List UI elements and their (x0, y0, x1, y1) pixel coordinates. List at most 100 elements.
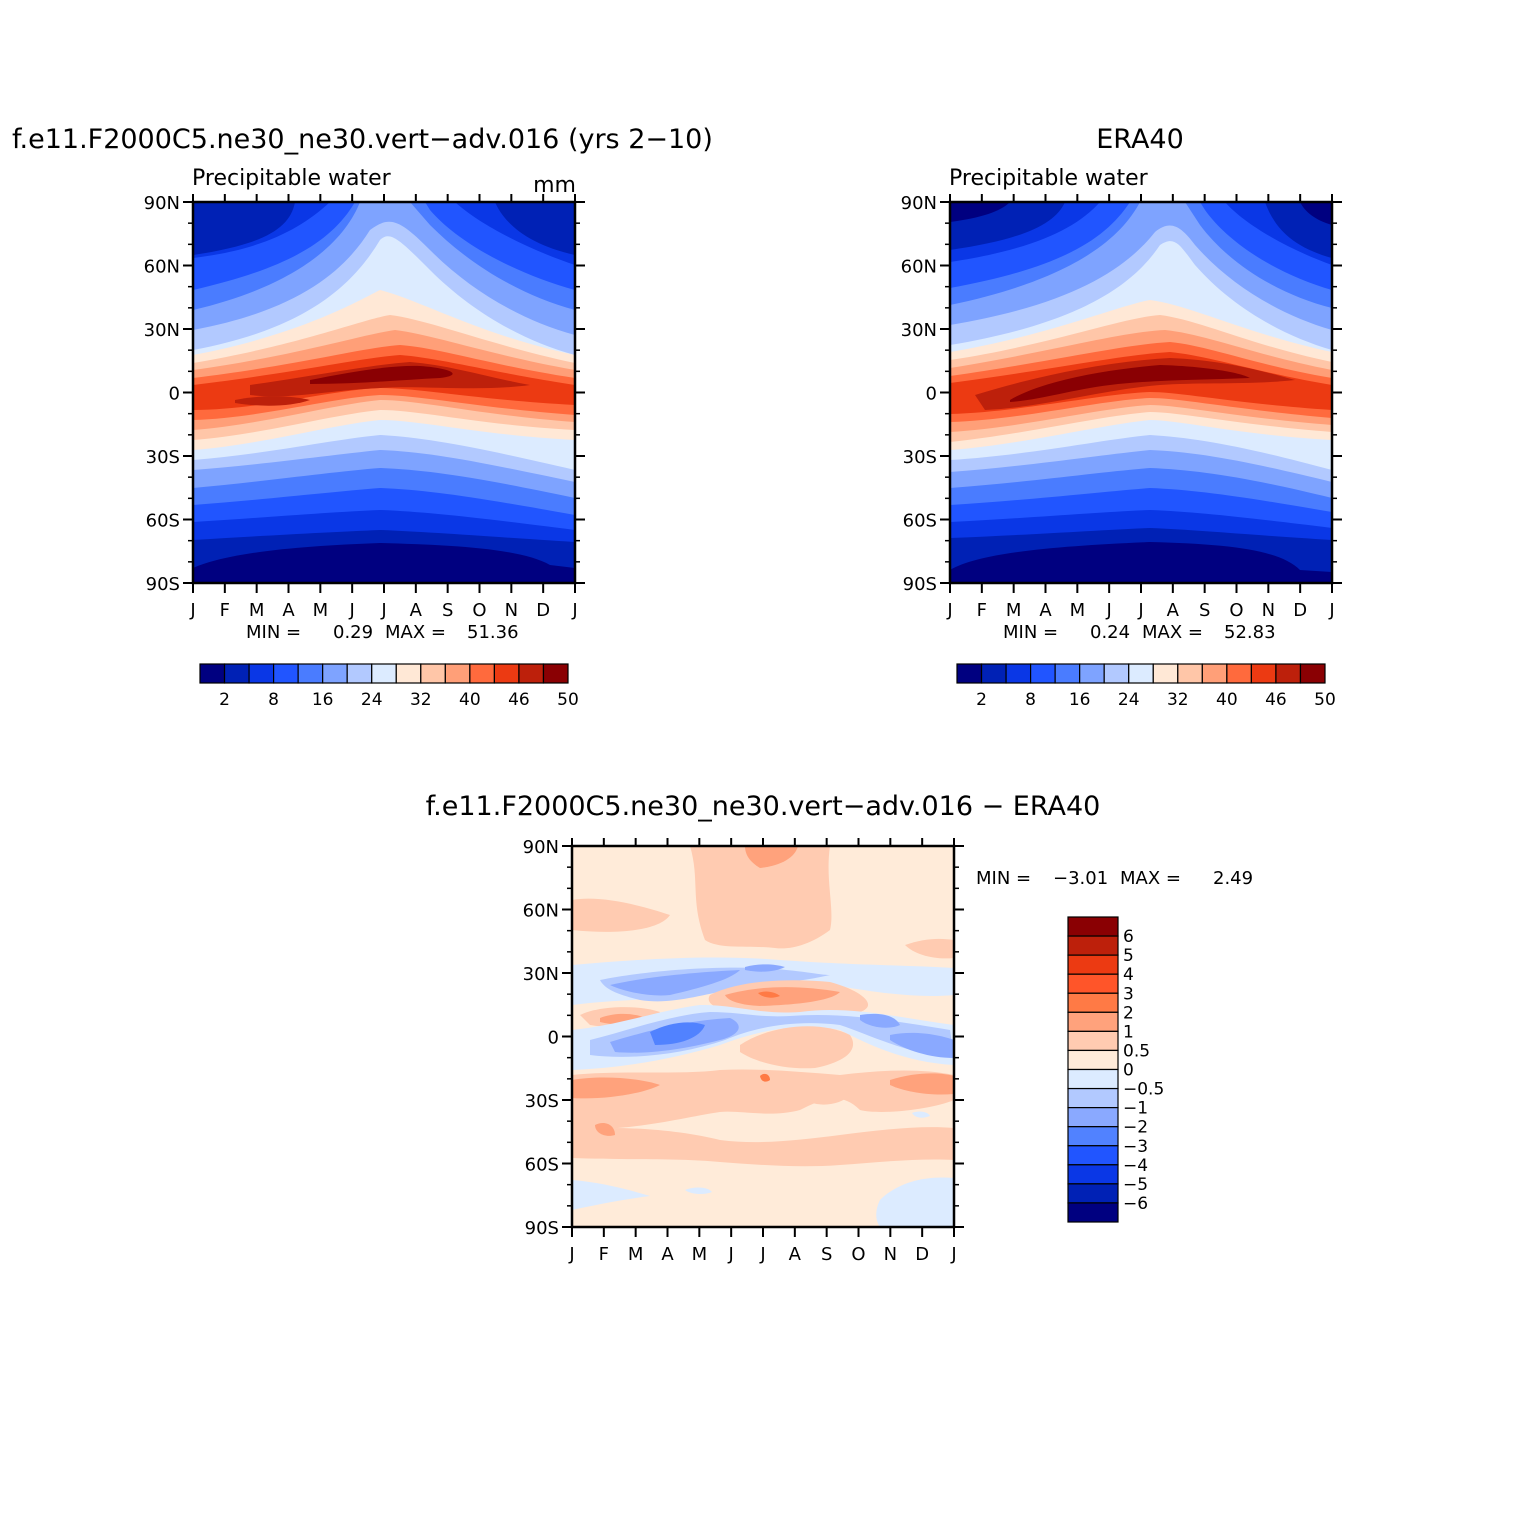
x-tick-label: O (472, 600, 486, 621)
colorbar-swatch (1067, 1107, 1119, 1128)
colorbar-swatch (1103, 663, 1130, 684)
colorbar-swatch (980, 663, 1007, 684)
x-tick-label: D (536, 600, 550, 621)
y-tick-label: 90N (901, 193, 937, 214)
panel-diff-title: f.e11.F2000C5.ne30_ne30.vert−adv.016 − E… (426, 791, 1101, 822)
colorbar-swatch (248, 663, 275, 684)
colorbar-label: −5 (1123, 1175, 1148, 1195)
panel-diff-max-label: MAX = (1120, 868, 1181, 889)
colorbar-label: 32 (1167, 690, 1189, 710)
x-tick-label: M (1070, 600, 1086, 621)
panel-model-min-label: MIN = (246, 622, 301, 643)
colorbar-label: 46 (1265, 690, 1287, 710)
colorbar-swatch (1005, 663, 1032, 684)
x-tick-label: A (410, 600, 423, 621)
colorbar-swatch (1067, 973, 1119, 994)
colorbar-label: 46 (508, 690, 530, 710)
x-tick-label: M (692, 1244, 708, 1265)
colorbar-label: 16 (312, 690, 334, 710)
colorbar-label: 40 (459, 690, 481, 710)
colorbar-label: 2 (1123, 1003, 1134, 1023)
colorbar-swatch (273, 663, 299, 684)
colorbar-label: 8 (1025, 690, 1036, 710)
colorbar-swatch (297, 663, 324, 684)
colorbar-swatch (1067, 1202, 1119, 1223)
x-tick-label: J (1106, 600, 1112, 621)
y-tick-label: 30S (903, 447, 937, 468)
colorbar-label: 6 (1123, 927, 1134, 947)
panel-era40-max-value: 52.83 (1224, 622, 1276, 643)
colorbar-label: 50 (1314, 690, 1336, 710)
panel-era40-title: ERA40 (1096, 124, 1184, 155)
panel-era40-max-label: MAX = (1142, 622, 1203, 643)
x-tick-label: J (1328, 600, 1334, 621)
y-tick-label: 0 (548, 1028, 559, 1049)
colorbar-swatch (371, 663, 397, 684)
x-tick-label: J (1137, 600, 1143, 621)
y-tick-label: 30N (901, 320, 937, 341)
colorbar-swatch (1201, 663, 1228, 684)
y-tick-label: 60N (523, 901, 559, 922)
x-tick-label: F (220, 600, 230, 621)
y-tick-label: 60N (901, 257, 937, 278)
colorbar-swatch (444, 663, 471, 684)
colorbar-swatch (199, 663, 226, 684)
x-tick-label: S (821, 1244, 832, 1265)
colorbar-swatch (1079, 663, 1105, 684)
x-tick-label: N (884, 1244, 897, 1265)
colorbar-swatch (1067, 935, 1119, 956)
colorbar-swatch (1067, 1030, 1119, 1052)
colorbar-swatch (1152, 663, 1179, 684)
panel-model-units: mm (533, 173, 576, 198)
colorbar-label: 2 (219, 690, 230, 710)
colorbar-swatch (1067, 992, 1119, 1013)
colorbar-label: −2 (1123, 1118, 1148, 1138)
panel-era40-min-label: MIN = (1003, 622, 1058, 643)
panel-diff-min-value: −3.01 (1053, 868, 1108, 889)
x-tick-label: N (505, 600, 518, 621)
x-tick-label: S (1199, 600, 1210, 621)
y-tick-label: 60S (525, 1155, 559, 1176)
panel-model-field (193, 202, 575, 583)
x-tick-label: F (977, 600, 987, 621)
colorbar-label: 3 (1123, 984, 1134, 1004)
x-tick-label: F (599, 1244, 609, 1265)
colorbar-swatch (1299, 663, 1326, 684)
colorbar-swatch (1029, 663, 1056, 684)
colorbar-label: 40 (1216, 690, 1238, 710)
colorbar-label: −3 (1123, 1137, 1148, 1157)
y-tick-label: 30S (525, 1091, 559, 1112)
panel-era40-colorbar: 2 8 16 24 32 40 46 50 (956, 663, 1336, 710)
x-tick-label: J (380, 600, 386, 621)
x-tick-label: J (950, 1244, 956, 1265)
colorbar-swatch (420, 663, 446, 684)
panel-era40-min-value: 0.24 (1090, 622, 1130, 643)
panel-era40-subtitle: Precipitable water (949, 166, 1149, 191)
colorbar-swatch (1067, 954, 1119, 975)
y-tick-label: 90S (146, 574, 180, 595)
x-tick-label: J (571, 600, 577, 621)
panel-model-subtitle: Precipitable water (192, 166, 392, 191)
x-tick-label: A (282, 600, 295, 621)
colorbar-swatch (1067, 1087, 1119, 1109)
y-tick-label: 90S (525, 1218, 559, 1239)
colorbar-swatch (322, 663, 348, 684)
colorbar-label: −6 (1123, 1194, 1148, 1214)
colorbar-label: 24 (1118, 690, 1140, 710)
x-tick-label: M (313, 600, 329, 621)
colorbar-label: 2 (976, 690, 987, 710)
colorbar-swatch (956, 663, 983, 684)
colorbar-label: −0.5 (1123, 1080, 1164, 1100)
x-tick-label: O (1229, 600, 1243, 621)
colorbar-swatch (1067, 1011, 1119, 1032)
x-tick-label: A (661, 1244, 674, 1265)
panel-diff: f.e11.F2000C5.ne30_ne30.vert−adv.016 − E… (426, 791, 1253, 1265)
colorbar-swatch (1250, 663, 1277, 684)
colorbar-label: 50 (557, 690, 579, 710)
colorbar-label: 5 (1123, 946, 1134, 966)
x-tick-label: M (1006, 600, 1022, 621)
x-tick-label: S (442, 600, 453, 621)
colorbar-swatch (1054, 663, 1081, 684)
